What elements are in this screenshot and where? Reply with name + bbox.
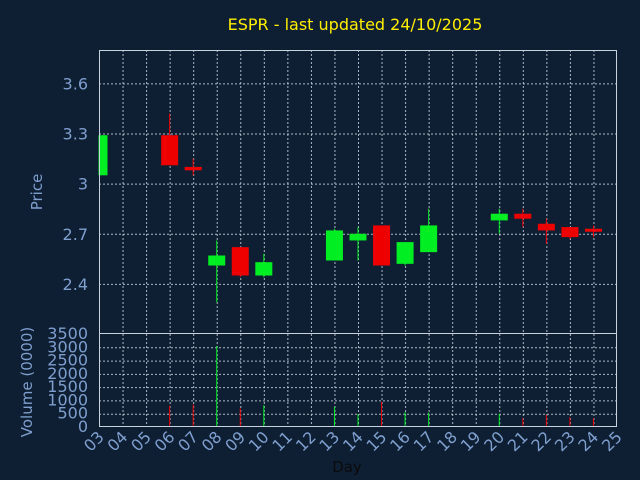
price-tick-label: 2.7 xyxy=(63,225,88,244)
chart-title: ESPR - last updated 24/10/2025 xyxy=(228,15,483,34)
volume-tick-label: 1000 xyxy=(47,390,88,409)
price-tick-label: 3.3 xyxy=(63,125,88,144)
candle-body xyxy=(349,233,367,241)
candle-body xyxy=(561,227,579,238)
candle-body xyxy=(208,255,226,266)
candle-body xyxy=(99,135,108,176)
candle-body xyxy=(325,230,343,261)
volume-bars xyxy=(169,345,594,427)
candle-body xyxy=(231,247,249,276)
price-tick-label: 3.6 xyxy=(63,74,88,93)
candle-body xyxy=(514,213,532,219)
candle-body xyxy=(373,225,391,266)
volume-tick-label: 500 xyxy=(57,404,88,423)
candle-body xyxy=(396,242,414,264)
x-axis: 0304050607080910111213141516171819202122… xyxy=(80,427,626,455)
x-axis-label: Day xyxy=(332,458,362,476)
volume-grid xyxy=(99,334,617,427)
price-grid xyxy=(99,50,617,334)
price-axis-label: Price xyxy=(28,174,46,211)
volume-frame xyxy=(99,333,617,427)
candles xyxy=(98,113,602,303)
volume-axis-label: Volume (0000) xyxy=(18,327,36,437)
candle-body xyxy=(490,213,508,221)
volume-tick-label: 3000 xyxy=(47,337,88,356)
volume-tick-label: 3500 xyxy=(47,324,88,343)
volume-tick-label: 2000 xyxy=(47,364,88,383)
price-tick-label: 3 xyxy=(78,175,88,194)
candle-body xyxy=(161,135,179,166)
volume-tick-label: 2500 xyxy=(47,351,88,370)
candle-body xyxy=(584,228,602,232)
price-tick-label: 2.4 xyxy=(63,275,88,294)
candle-body xyxy=(255,262,273,276)
x-tick-label: 25 xyxy=(598,427,626,455)
volume-tick-label: 0 xyxy=(78,417,88,436)
candle-body xyxy=(184,166,202,171)
price-axis: 2.4 2.7 3 3.3 3.6 xyxy=(63,74,88,293)
candle-body xyxy=(537,223,555,231)
candle-body xyxy=(420,225,438,253)
volume-tick-label: 1500 xyxy=(47,377,88,396)
